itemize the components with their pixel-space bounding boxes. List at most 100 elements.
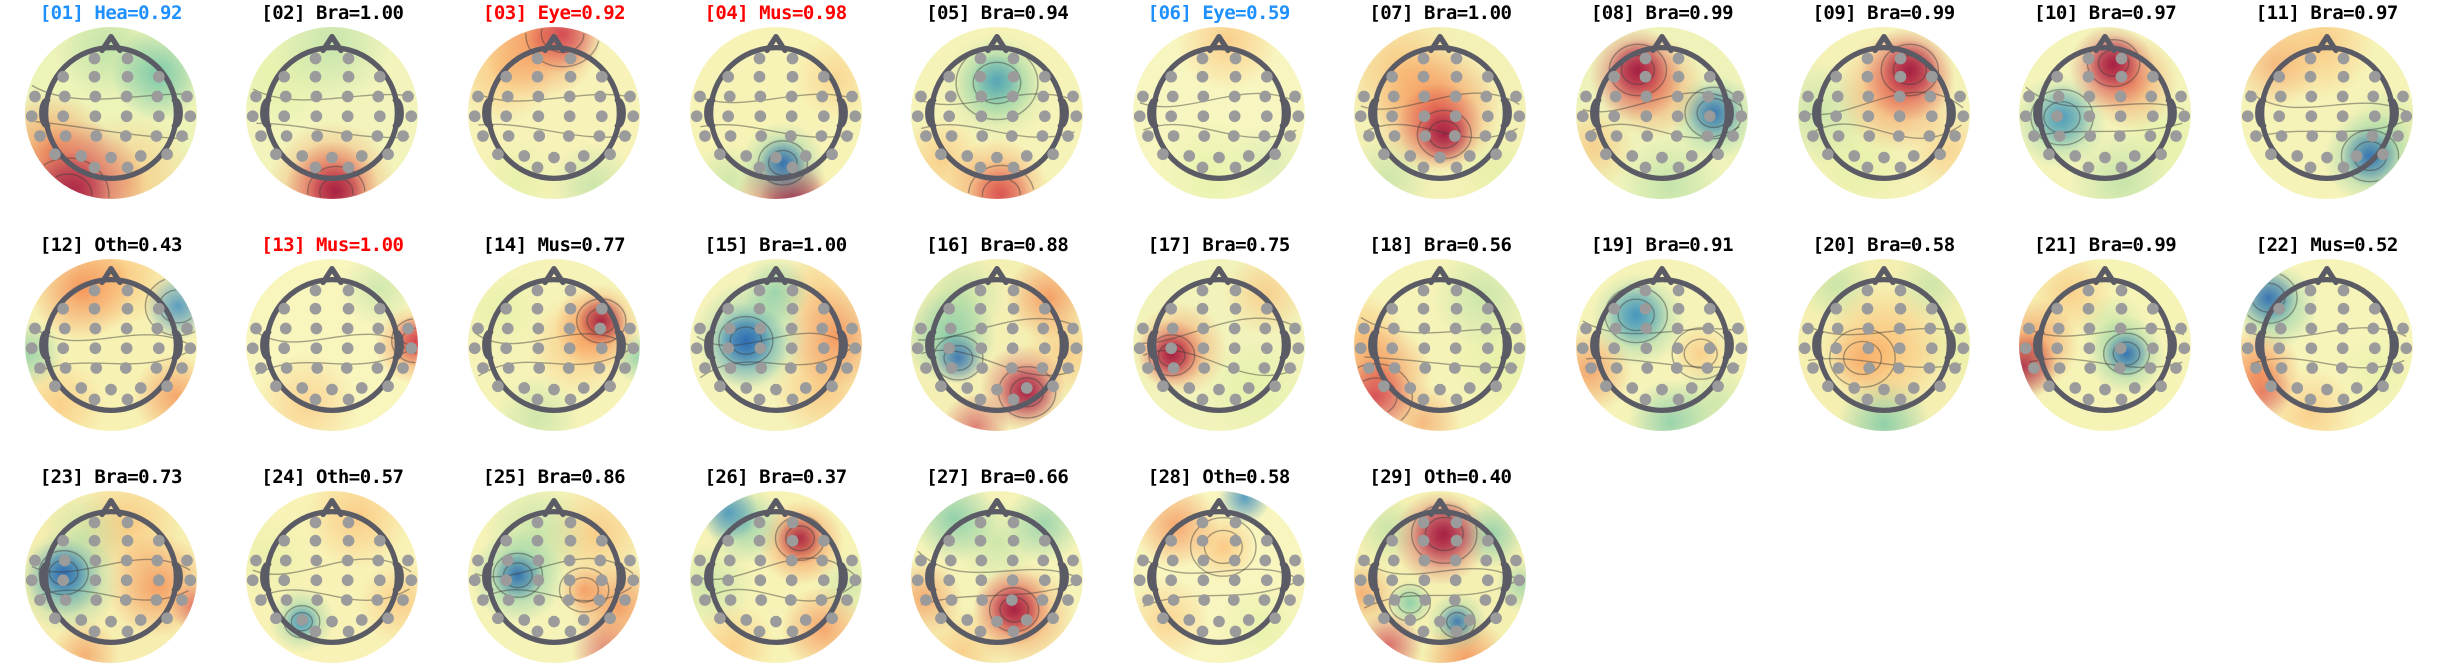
topomap-color-field [24,491,197,663]
topomap-color-field [1797,27,1970,199]
component-title: [13] Mus=1.00 [261,234,404,256]
topomap-color-field [689,491,862,663]
topomap [246,491,419,663]
component-title: [20] Bra=0.58 [1812,234,1955,256]
topomap [1132,27,1305,199]
component-cell: [25] Bra=0.86 [443,465,665,667]
component-cell: [04] Mus=0.98 [665,1,887,233]
component-cell: [27] Bra=0.66 [886,465,1108,667]
component-cell: [26] Bra=0.37 [665,465,887,667]
component-title: [28] Oth=0.58 [1147,466,1291,488]
component-cell: [19] Bra=0.91 [1551,233,1773,465]
component-title: [12] Oth=0.43 [39,234,183,256]
component-cell: [09] Bra=0.99 [1773,1,1995,233]
topomap-color-field [24,27,197,199]
component-cell: [23] Bra=0.73 [0,465,222,667]
component-cell: [08] Bra=0.99 [1551,1,1773,233]
topomap [467,27,640,199]
topomap-color-field [246,491,419,663]
topomap [24,27,197,199]
topomap [689,27,862,199]
topomap-color-field [1575,259,1748,431]
component-title: [23] Bra=0.73 [39,466,183,488]
topomap [689,491,862,663]
topomap-color-field [1132,27,1305,199]
head-outline-icon [247,265,418,414]
component-cell: [22] Mus=0.52 [2216,233,2438,465]
component-title: [18] Bra=0.56 [1369,234,1512,256]
head-outline-icon [1133,497,1304,646]
component-cell: [24] Oth=0.57 [222,465,444,667]
topomap [2019,27,2192,199]
topomap [467,491,640,663]
topomap-color-field [1132,259,1305,431]
head-outline-icon [25,33,196,198]
topomap-color-field [467,27,640,199]
head-outline-icon [468,28,640,182]
topomap-color-field [689,259,862,431]
topomap [911,259,1084,431]
component-cell: [11] Bra=0.97 [2216,1,2438,233]
component-title: [27] Bra=0.66 [926,466,1069,488]
topomap-color-field [1797,259,1970,431]
topomap-color-field [1354,259,1527,431]
topomap [1354,491,1527,663]
head-outline-icon [2020,265,2191,414]
head-outline-icon [1355,265,1526,430]
component-title: [03] Eye=0.92 [482,2,626,24]
topomap-color-field [911,491,1084,663]
head-outline-icon [25,497,196,646]
topomap [246,259,419,431]
topomap [1354,27,1527,199]
component-title: [16] Bra=0.88 [926,234,1069,256]
topomap [1575,27,1748,199]
head-outline-icon [25,265,196,414]
topomap [24,259,197,431]
component-title: [02] Bra=1.00 [261,2,404,24]
topomap [246,27,419,199]
component-title: [19] Bra=0.91 [1590,234,1734,256]
component-cell: [01] Hea=0.92 [0,1,222,233]
component-title: [14] Mus=0.77 [482,234,626,256]
component-cell: [02] Bra=1.00 [222,1,444,233]
head-outline-icon [912,33,1083,198]
component-cell: [28] Oth=0.58 [1108,465,1330,667]
topomap-color-field [2240,259,2413,431]
topomap [1132,491,1305,663]
topomap-color-field [2240,27,2413,199]
component-title: [10] Bra=0.97 [2034,2,2177,24]
head-outline-icon [690,497,861,646]
component-title: [11] Bra=0.97 [2255,2,2399,24]
component-title: [21] Bra=0.99 [2034,234,2177,256]
head-outline-icon [247,33,418,198]
topomap-color-field [246,259,419,431]
head-outline-icon [1355,497,1526,646]
topomap-color-field [1354,491,1527,663]
component-cell: [20] Bra=0.58 [1773,233,1995,465]
component-cell: [18] Bra=0.56 [1330,233,1552,465]
component-title: [01] Hea=0.92 [39,2,183,24]
topomap-color-field [1575,27,1748,199]
component-cell: [14] Mus=0.77 [443,233,665,465]
component-cell: [12] Oth=0.43 [0,233,222,465]
component-cell: [15] Bra=1.00 [665,233,887,465]
component-title: [26] Bra=0.37 [704,466,847,488]
topomap-color-field [911,259,1084,431]
head-outline-icon [912,265,1083,419]
topomap [2240,27,2413,199]
head-outline-icon [468,265,640,414]
topomap-color-field [2019,259,2192,431]
component-cell: [21] Bra=0.99 [1994,233,2216,465]
topomap [1797,259,1970,431]
head-outline-icon [1798,33,1969,182]
head-outline-icon [2241,33,2412,183]
head-outline-icon [912,497,1083,646]
head-outline-icon [1798,265,1969,414]
component-title: [04] Mus=0.98 [704,2,847,24]
head-outline-icon [247,497,418,646]
topomap-color-field [689,27,862,199]
component-title: [08] Bra=0.99 [1590,2,1734,24]
topomap [1797,27,1970,199]
component-title: [06] Eye=0.59 [1147,2,1291,24]
